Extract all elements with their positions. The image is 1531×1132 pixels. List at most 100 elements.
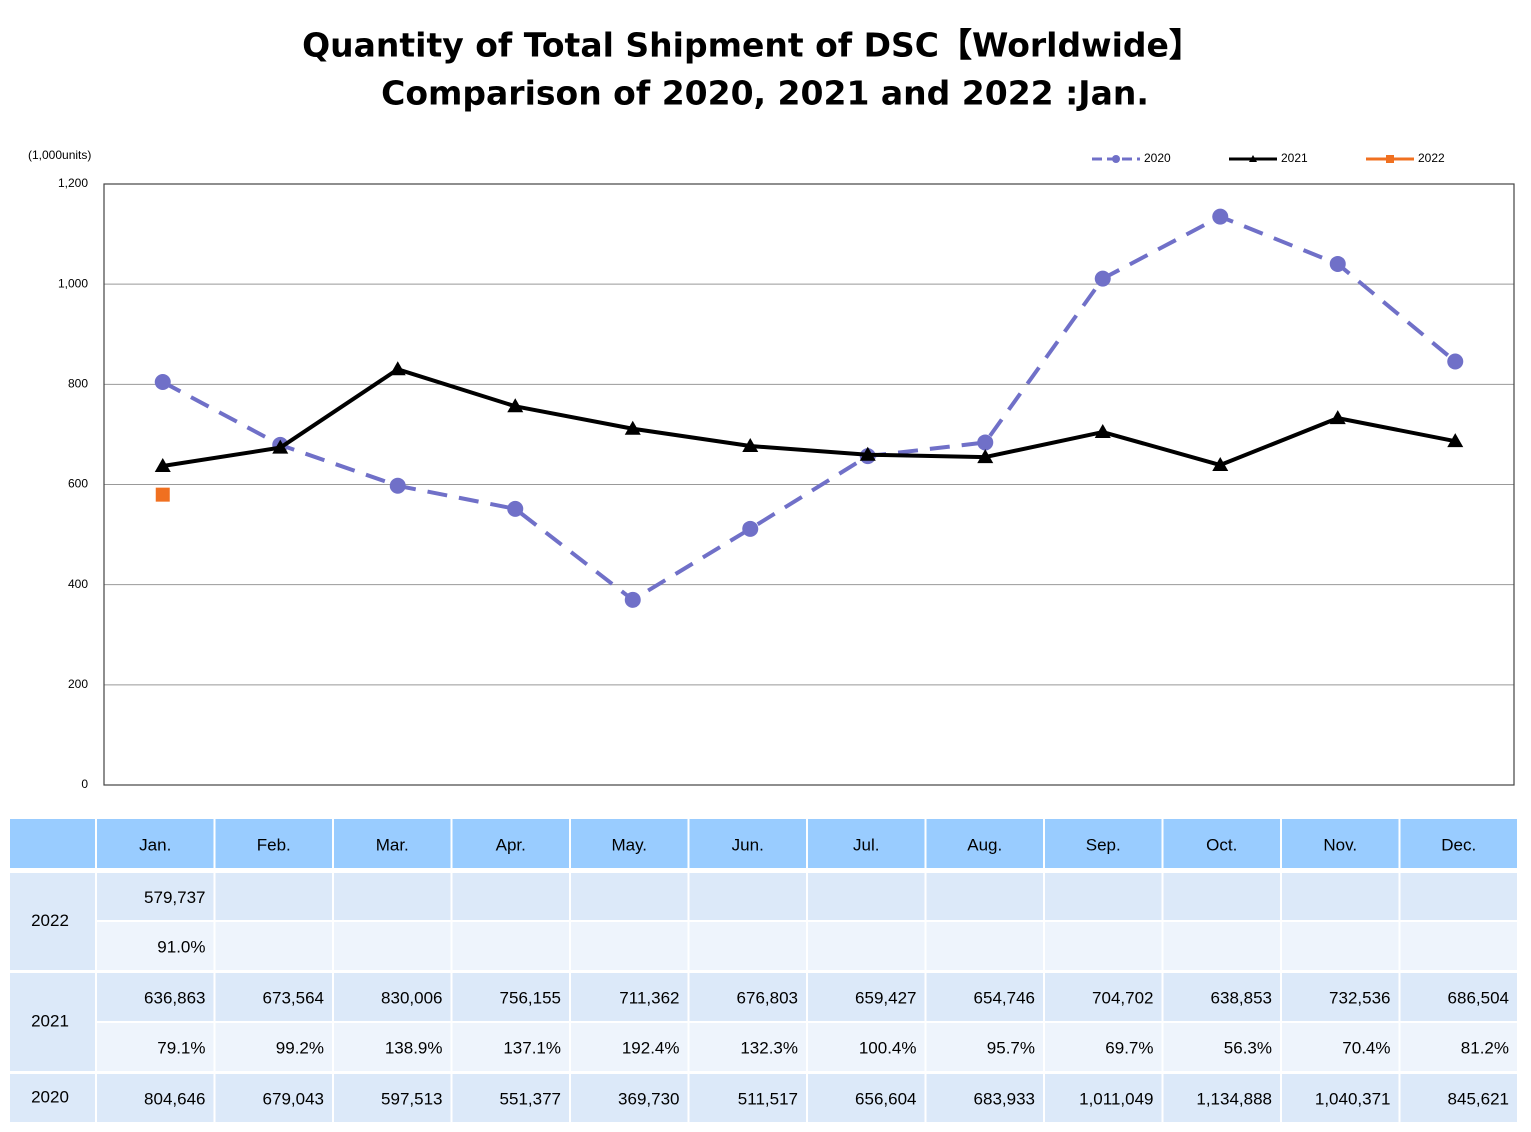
cell-value: 95.7% [987,1038,1035,1057]
table-cell [689,1074,806,1122]
table-cell [1282,973,1399,1021]
cell-value: 1,040,371 [1315,1089,1391,1108]
table-cell [1163,1023,1280,1071]
cell-value: 70.4% [1342,1038,1390,1057]
table-cell [1400,1074,1517,1122]
header-cell [1400,819,1517,868]
header-label: May. [611,835,647,854]
header-cell [97,819,214,868]
header-label: Oct. [1206,835,1237,854]
table-cell [1400,1023,1517,1071]
header-label: Jun. [732,835,764,854]
table-cell [571,973,688,1021]
table-cell [334,1023,451,1071]
cell-value: 830,006 [381,988,442,1007]
header-label: Apr. [496,835,526,854]
data-point [1094,424,1111,439]
series-line [162,367,1456,469]
table-cell [808,1074,925,1122]
data-point [1094,270,1111,287]
data-point [1447,433,1464,448]
cell-value: 732,536 [1329,988,1390,1007]
data-point [1329,410,1346,425]
table-cell [334,873,451,920]
table-cell [571,1023,688,1071]
series-line [161,214,1457,602]
cell-value: 804,646 [144,1089,205,1108]
cell-value: 659,427 [855,988,916,1007]
table-cell [1282,1023,1399,1071]
table-cell [808,1023,925,1071]
cell-value: 56.3% [1224,1038,1272,1057]
cell-value: 638,853 [1211,988,1272,1007]
data-point [624,420,641,435]
cell-value: 99.2% [276,1038,324,1057]
y-tick-label: 200 [68,677,88,691]
table-cell [926,973,1043,1021]
table-cell [1045,1023,1162,1071]
table-cell [334,973,451,1021]
table-cell [452,1074,569,1122]
table-cell [571,1074,688,1122]
table-cell [1045,973,1162,1021]
year-cell [10,1074,95,1122]
table-cell [97,1023,214,1071]
cell-value: 711,362 [619,988,679,1007]
header-cell [571,819,688,868]
cell-value: 1,134,888 [1196,1089,1272,1108]
header-cell [689,819,806,868]
y-axis-label: (1,000units) [28,148,91,162]
legend-marker [1249,155,1257,162]
table-cell [1400,873,1517,920]
cell-value: 369,730 [618,1089,679,1108]
table-cell [571,873,688,920]
cell-value: 1,011,049 [1079,1089,1153,1108]
cell-value: 137.1% [503,1038,561,1057]
table-cell [808,922,925,970]
table-cell [452,973,569,1021]
table-cell [97,973,214,1021]
header-cell [334,819,451,868]
chart-title: Quantity of Total Shipment of DSC【Worldw… [302,26,1202,65]
data-point [154,374,171,391]
legend-marker [1386,155,1394,163]
header-cell [1045,819,1162,868]
table-cell [215,873,332,920]
cell-value: 91.0% [157,937,205,956]
data-point [1447,353,1464,370]
table-cell [1400,973,1517,1021]
table-cell [808,973,925,1021]
header-cell [452,819,569,868]
table-cell [215,1074,332,1122]
y-tick-label: 800 [68,377,88,391]
table-cell [926,922,1043,970]
cell-value: 81.2% [1461,1038,1509,1057]
table-cell [689,973,806,1021]
table-cell [452,873,569,920]
data-point [1212,208,1229,225]
legend-label: 2021 [1281,151,1308,165]
cell-value: 756,155 [500,988,561,1007]
year-label: 2022 [31,911,69,930]
header-label: Jul. [853,835,879,854]
table-cell [215,922,332,970]
year-cell [10,973,95,1071]
y-tick-label: 0 [81,777,88,791]
table-cell [452,922,569,970]
data-point [859,446,876,461]
header-cell [926,819,1043,868]
data-point [977,449,994,464]
year-label: 2021 [31,1011,69,1030]
header-cell [10,819,95,868]
legend-label: 2022 [1418,151,1445,165]
table-cell [334,1074,451,1122]
header-cell [215,819,332,868]
table-cell [1282,873,1399,920]
y-tick-label: 1,000 [58,276,88,290]
cell-value: 845,621 [1448,1089,1509,1108]
cell-value: 683,933 [974,1089,1035,1108]
table-cell [926,1023,1043,1071]
header-label: Mar. [376,835,409,854]
table-cell [808,873,925,920]
cell-value: 597,513 [381,1089,442,1108]
